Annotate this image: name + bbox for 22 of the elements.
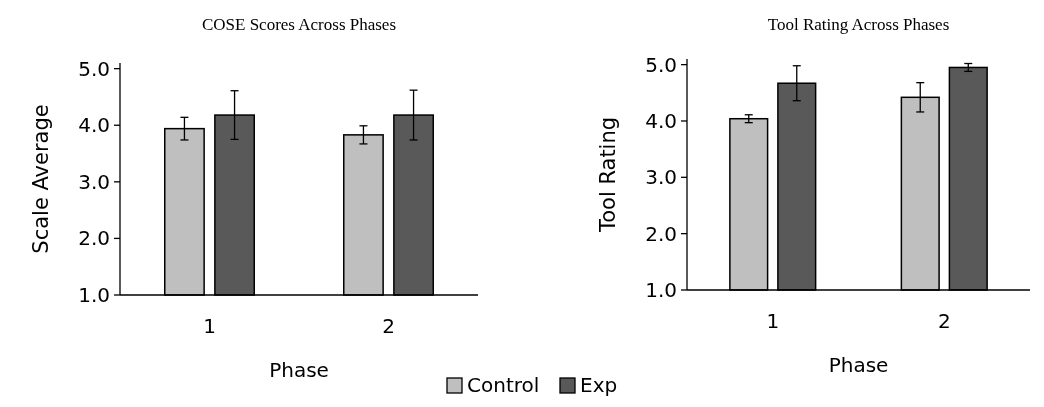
y-tick-label: 3.0: [645, 165, 677, 190]
y-tick-label: 1.0: [645, 278, 677, 302]
x-axis-title: Phase: [269, 358, 329, 382]
y-axis-title: Tool Rating: [596, 116, 620, 234]
x-tick-label: 2: [382, 314, 395, 338]
x-tick-label: 1: [766, 309, 780, 333]
chart-title: COSE Scores Across Phases: [201, 15, 397, 34]
y-tick-label: 2.0: [78, 226, 110, 251]
y-tick-label: 3.0: [78, 169, 110, 194]
y-tick-label: 5.0: [78, 56, 110, 81]
x-axis-title: Phase: [828, 353, 889, 377]
y-tick-label: 1.0: [78, 283, 110, 307]
y-tick-label: 4.0: [78, 113, 110, 138]
y-tick-label: 2.0: [645, 221, 677, 246]
x-tick-label: 1: [203, 314, 216, 338]
y-tick-label: 4.0: [645, 108, 677, 133]
y-axis-title: Scale Average: [29, 104, 53, 254]
y-tick-label: 5.0: [645, 52, 677, 77]
legend-label: Exp: [580, 373, 618, 397]
x-tick-label: 2: [937, 309, 951, 333]
legend-label: Control: [467, 373, 540, 397]
chart-title: Tool Rating Across Phases: [767, 15, 950, 34]
